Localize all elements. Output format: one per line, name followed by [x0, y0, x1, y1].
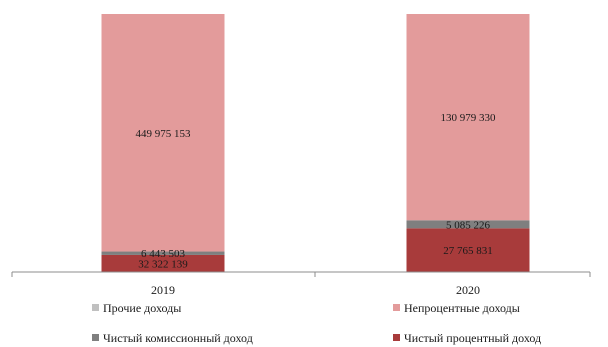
bar-segment-2020-0 [406, 228, 530, 272]
x-ticks-group [11, 272, 591, 277]
bar-segment-2019-0 [101, 254, 225, 272]
data-label-2019-1: 6 443 503 [141, 248, 186, 260]
legend-label-2: Прочие доходы [103, 301, 181, 315]
data-label-2019-3: 449 975 153 [136, 128, 192, 140]
legend-swatch-2 [92, 304, 99, 311]
bar-segment-2020-3 [406, 14, 530, 221]
legend-swatch-1 [92, 334, 99, 341]
data-label-2020-0: 27 765 831 [443, 245, 493, 257]
legend-label-1: Чистый комиссионный доход [103, 331, 253, 345]
legend-swatch-3 [393, 304, 400, 311]
data-label-2020-1: 5 085 226 [446, 219, 491, 231]
bars-group [101, 14, 530, 272]
bar-segment-2019-1 [101, 251, 225, 255]
legend: Прочие доходы Непроцентные доходы Чистый к… [92, 301, 541, 345]
legend-label-3: Непроцентные доходы [404, 301, 520, 315]
x-tick-label-2019: 2019 [151, 283, 175, 297]
legend-swatch-0 [393, 334, 400, 341]
bar-segment-2020-1 [406, 220, 530, 229]
data-label-2019-0: 32 322 139 [138, 258, 188, 270]
x-tick-labels-group: 2019 2020 [151, 283, 480, 297]
bar-segment-2019-3 [101, 14, 225, 252]
x-tick-label-2020: 2020 [456, 283, 480, 297]
legend-label-0: Чистый процентный доход [404, 331, 541, 345]
data-label-2020-3: 130 979 330 [441, 112, 497, 124]
